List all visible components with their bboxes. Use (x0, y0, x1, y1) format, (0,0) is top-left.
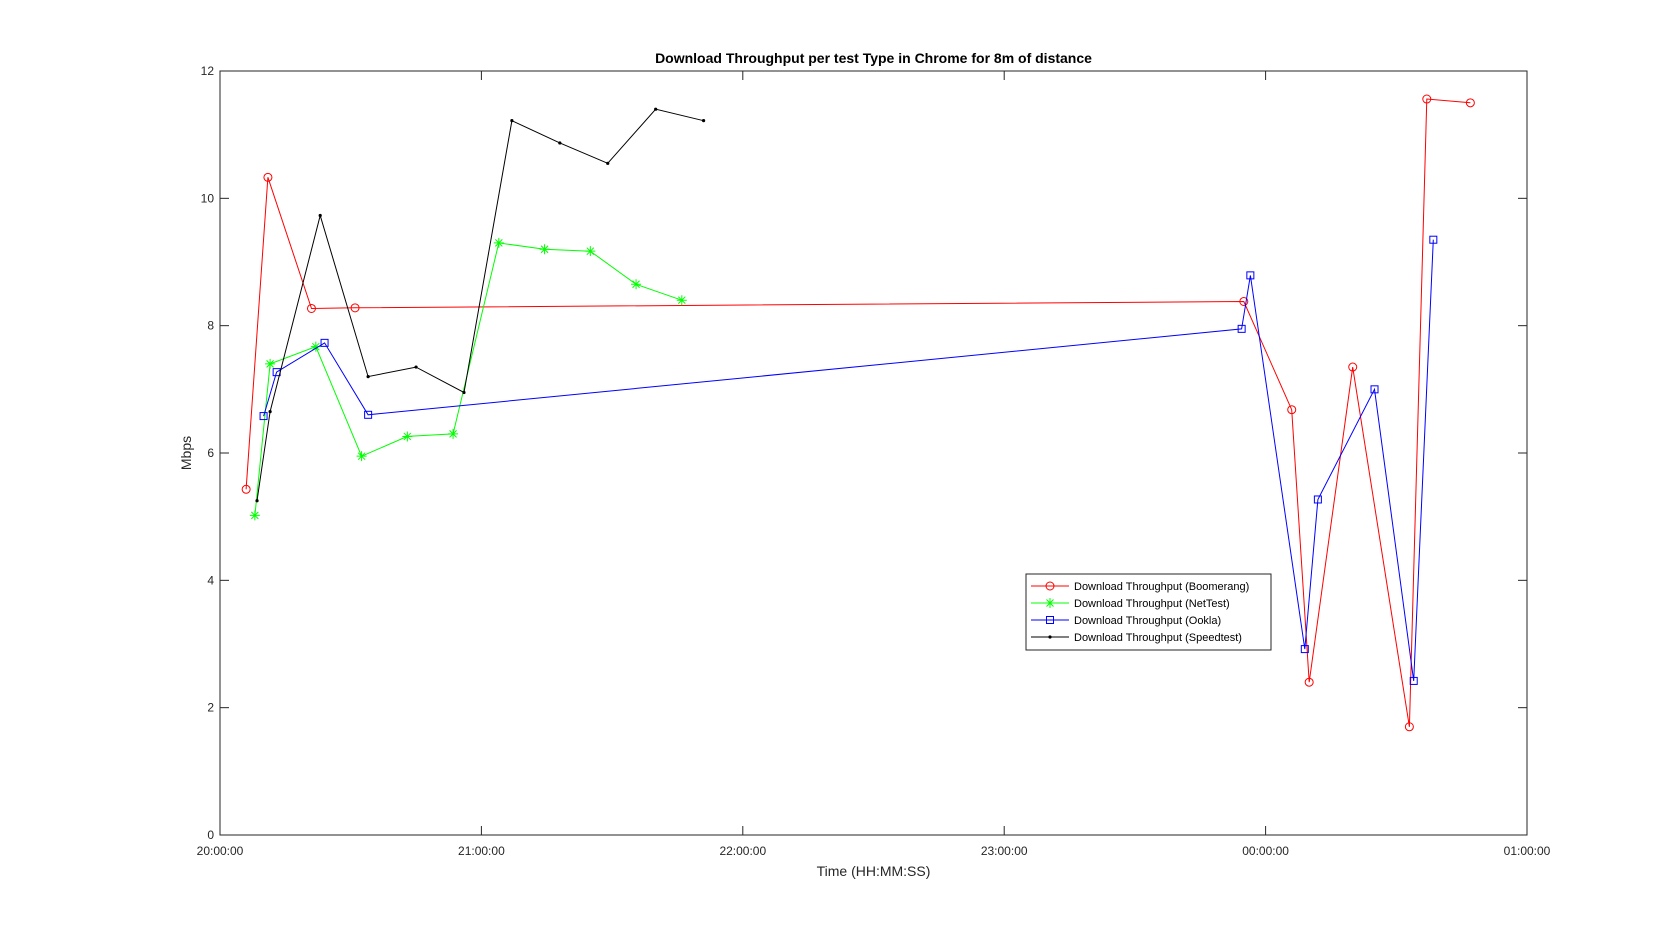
x-tick-label: 01:00:00 (1504, 844, 1551, 858)
data-point (585, 246, 596, 257)
data-point (1404, 722, 1414, 732)
y-tick-label: 6 (207, 446, 214, 460)
y-tick-label: 4 (207, 573, 214, 587)
data-point (263, 172, 273, 182)
data-point (448, 428, 459, 439)
chart-title: Download Throughput per test Type in Chr… (655, 50, 1092, 66)
y-tick-label: 12 (201, 64, 215, 78)
data-point (654, 107, 658, 111)
data-point (462, 390, 466, 395)
plot-area-frame (219, 70, 1528, 836)
y-tick-label: 0 (207, 828, 214, 842)
data-point (1409, 676, 1418, 685)
x-tick-label: 22:00:00 (719, 844, 766, 858)
series-point (255, 107, 706, 503)
data-point (318, 213, 322, 218)
legend-entry: Download Throughput (Boomerang) (1074, 581, 1249, 593)
data-point (1300, 645, 1309, 654)
series-asterisk (249, 237, 687, 521)
legend-entry: Download Throughput (Ookla) (1074, 615, 1221, 627)
legend-marker (1046, 616, 1054, 624)
data-point (259, 412, 268, 421)
axes: 20:00:00 21:00:00 22:00:00 23:00:00 00:00:00… (178, 50, 1551, 879)
x-tick-label: 20:00:00 (197, 844, 244, 858)
data-point (320, 338, 329, 347)
y-tick-label: 8 (207, 319, 214, 333)
data-point (606, 161, 610, 165)
series-circle (241, 94, 1475, 732)
data-point (676, 295, 687, 306)
data-point (306, 303, 316, 313)
legend-marker (1045, 581, 1055, 591)
data-point (356, 451, 367, 462)
data-point (310, 341, 321, 352)
x-tick-label: 21:00:00 (458, 844, 505, 858)
data-point (366, 375, 370, 379)
series-line (245, 98, 1471, 727)
data-point (1313, 495, 1322, 504)
data-point (1246, 271, 1255, 280)
data-point (265, 358, 276, 369)
series-line (263, 239, 1434, 681)
legend-marker (1045, 598, 1055, 608)
data-point (701, 119, 706, 123)
data-point (1304, 677, 1314, 687)
data-point (1465, 98, 1475, 108)
data-point (255, 499, 259, 503)
data-point (1237, 324, 1246, 333)
data-point (1239, 296, 1249, 306)
legend: Download Throughput (Boomerang) Download … (1025, 573, 1272, 651)
data-point (241, 484, 251, 494)
data-point (414, 365, 418, 369)
x-axis-label: Time (HH:MM:SS) (817, 863, 931, 879)
x-tick-label: 00:00:00 (1242, 844, 1289, 858)
data-point (558, 141, 562, 145)
data-point (1422, 94, 1432, 104)
data-point (364, 410, 373, 419)
y-tick-label: 10 (201, 191, 215, 205)
legend-entry: Download Throughput (NetTest) (1074, 598, 1230, 610)
data-point (1370, 385, 1379, 394)
data-point (402, 431, 413, 442)
legend-entry: Download Throughput (Speedtest) (1074, 632, 1242, 644)
data-point (1429, 235, 1438, 244)
data-point (539, 244, 550, 255)
data-point (350, 303, 360, 313)
y-tick-label: 2 (207, 701, 214, 715)
data-point (249, 510, 260, 521)
x-tick-label: 23:00:00 (981, 844, 1028, 858)
y-axis-label: Mbps (178, 436, 194, 470)
data-point (268, 410, 272, 414)
legend-marker (1048, 635, 1052, 639)
data-point (1287, 405, 1297, 415)
data-point (510, 119, 514, 123)
data-point (493, 237, 504, 248)
data-point (631, 279, 642, 290)
data-point (1348, 362, 1358, 372)
